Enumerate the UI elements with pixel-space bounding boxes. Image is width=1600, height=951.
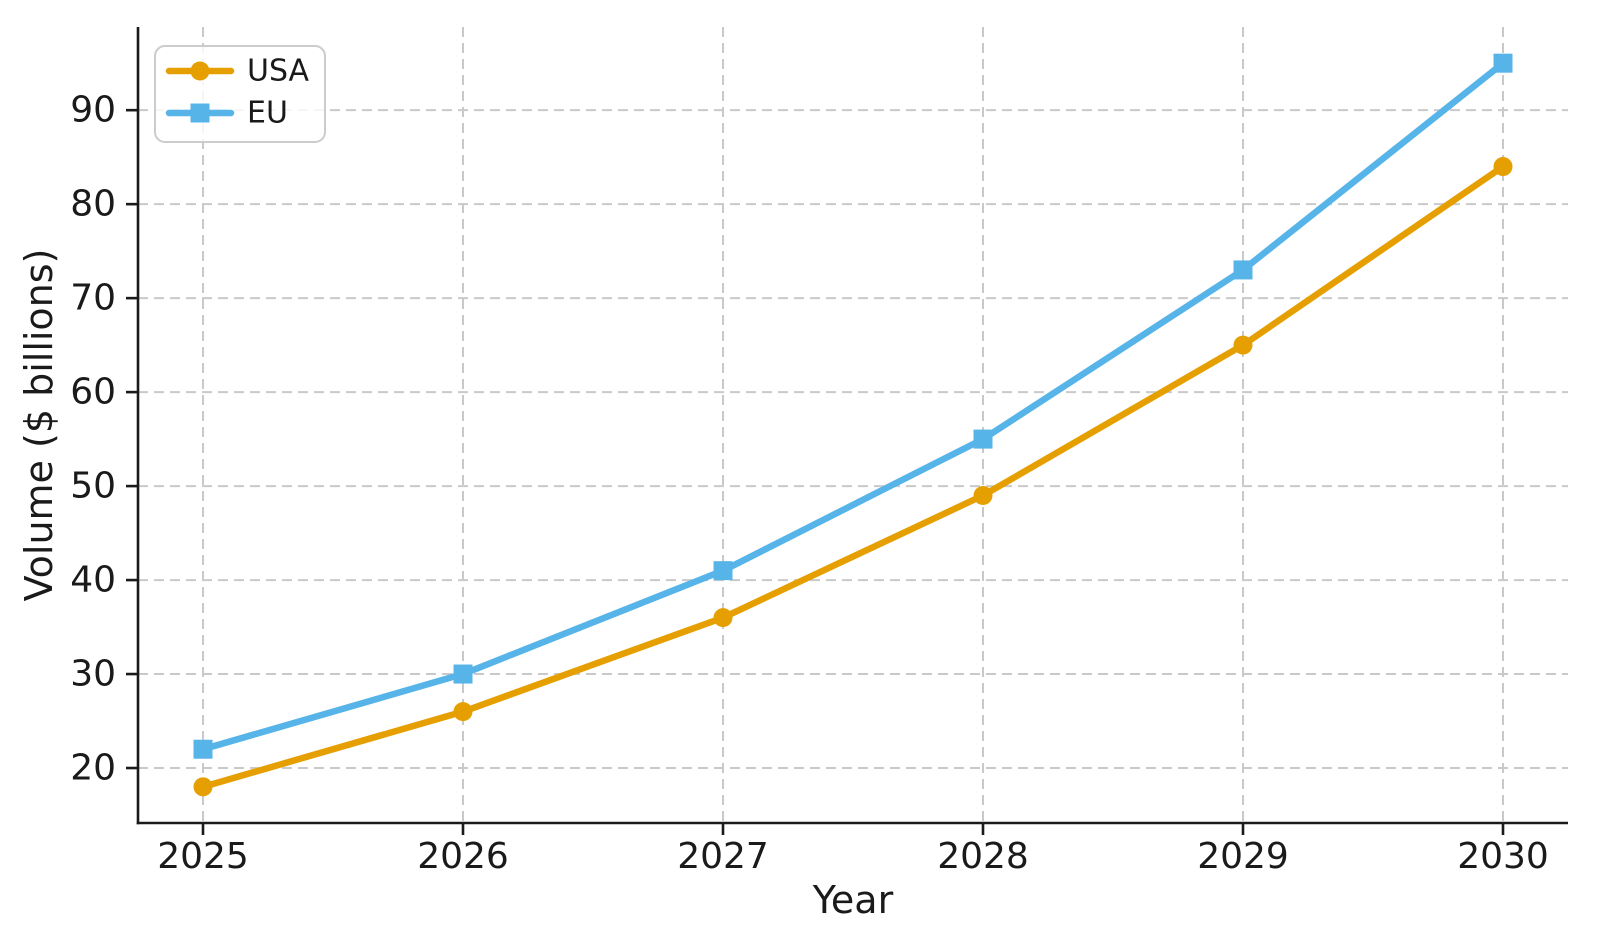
- legend-circle-marker: [190, 61, 210, 81]
- y-tick-label: 90: [70, 90, 116, 131]
- x-tick-label: 2025: [157, 836, 249, 877]
- data-point-marker-eu: [973, 429, 993, 449]
- x-tick-label: 2030: [1457, 836, 1549, 877]
- y-tick-label: 50: [70, 466, 116, 507]
- x-tick-label: 2026: [417, 836, 509, 877]
- axes-spines: [136, 27, 1568, 825]
- data-point-marker-usa: [713, 608, 733, 628]
- series-line-eu: [199, 59, 1507, 753]
- x-tick-label: 2029: [1197, 836, 1289, 877]
- legend-square-marker: [190, 103, 210, 123]
- y-tick-label: 70: [70, 278, 116, 319]
- data-point-marker-eu: [1233, 260, 1253, 280]
- y-tick-label: 80: [70, 184, 116, 225]
- y-tick-label: 40: [70, 560, 116, 601]
- legend-entry-usa: USA: [165, 54, 310, 89]
- legend-label: USA: [247, 54, 310, 89]
- data-point-marker-usa: [453, 702, 473, 722]
- x-axis-label: Year: [812, 878, 894, 922]
- y-tick-label: 60: [70, 372, 116, 413]
- legend: USA EU: [154, 45, 326, 143]
- axis-ticks: [126, 108, 1505, 835]
- x-tick-label: 2027: [677, 836, 769, 877]
- y-tick-label: 20: [70, 748, 116, 789]
- y-tick-label: 30: [70, 654, 116, 695]
- data-point-marker-usa: [973, 485, 993, 505]
- x-tick-label: 2028: [937, 836, 1029, 877]
- legend-label: EU: [247, 96, 288, 131]
- data-point-marker-eu: [713, 561, 733, 581]
- data-point-marker-eu: [193, 739, 213, 759]
- series-line-usa: [199, 163, 1507, 791]
- legend-entry-eu: EU: [165, 96, 288, 131]
- data-point-marker-eu: [1493, 53, 1513, 73]
- y-axis-label: Volume ($ billions): [17, 249, 61, 602]
- data-point-marker-usa: [193, 777, 213, 797]
- data-point-marker-usa: [1493, 157, 1513, 177]
- data-point-marker-eu: [453, 664, 473, 684]
- data-point-marker-usa: [1233, 335, 1253, 355]
